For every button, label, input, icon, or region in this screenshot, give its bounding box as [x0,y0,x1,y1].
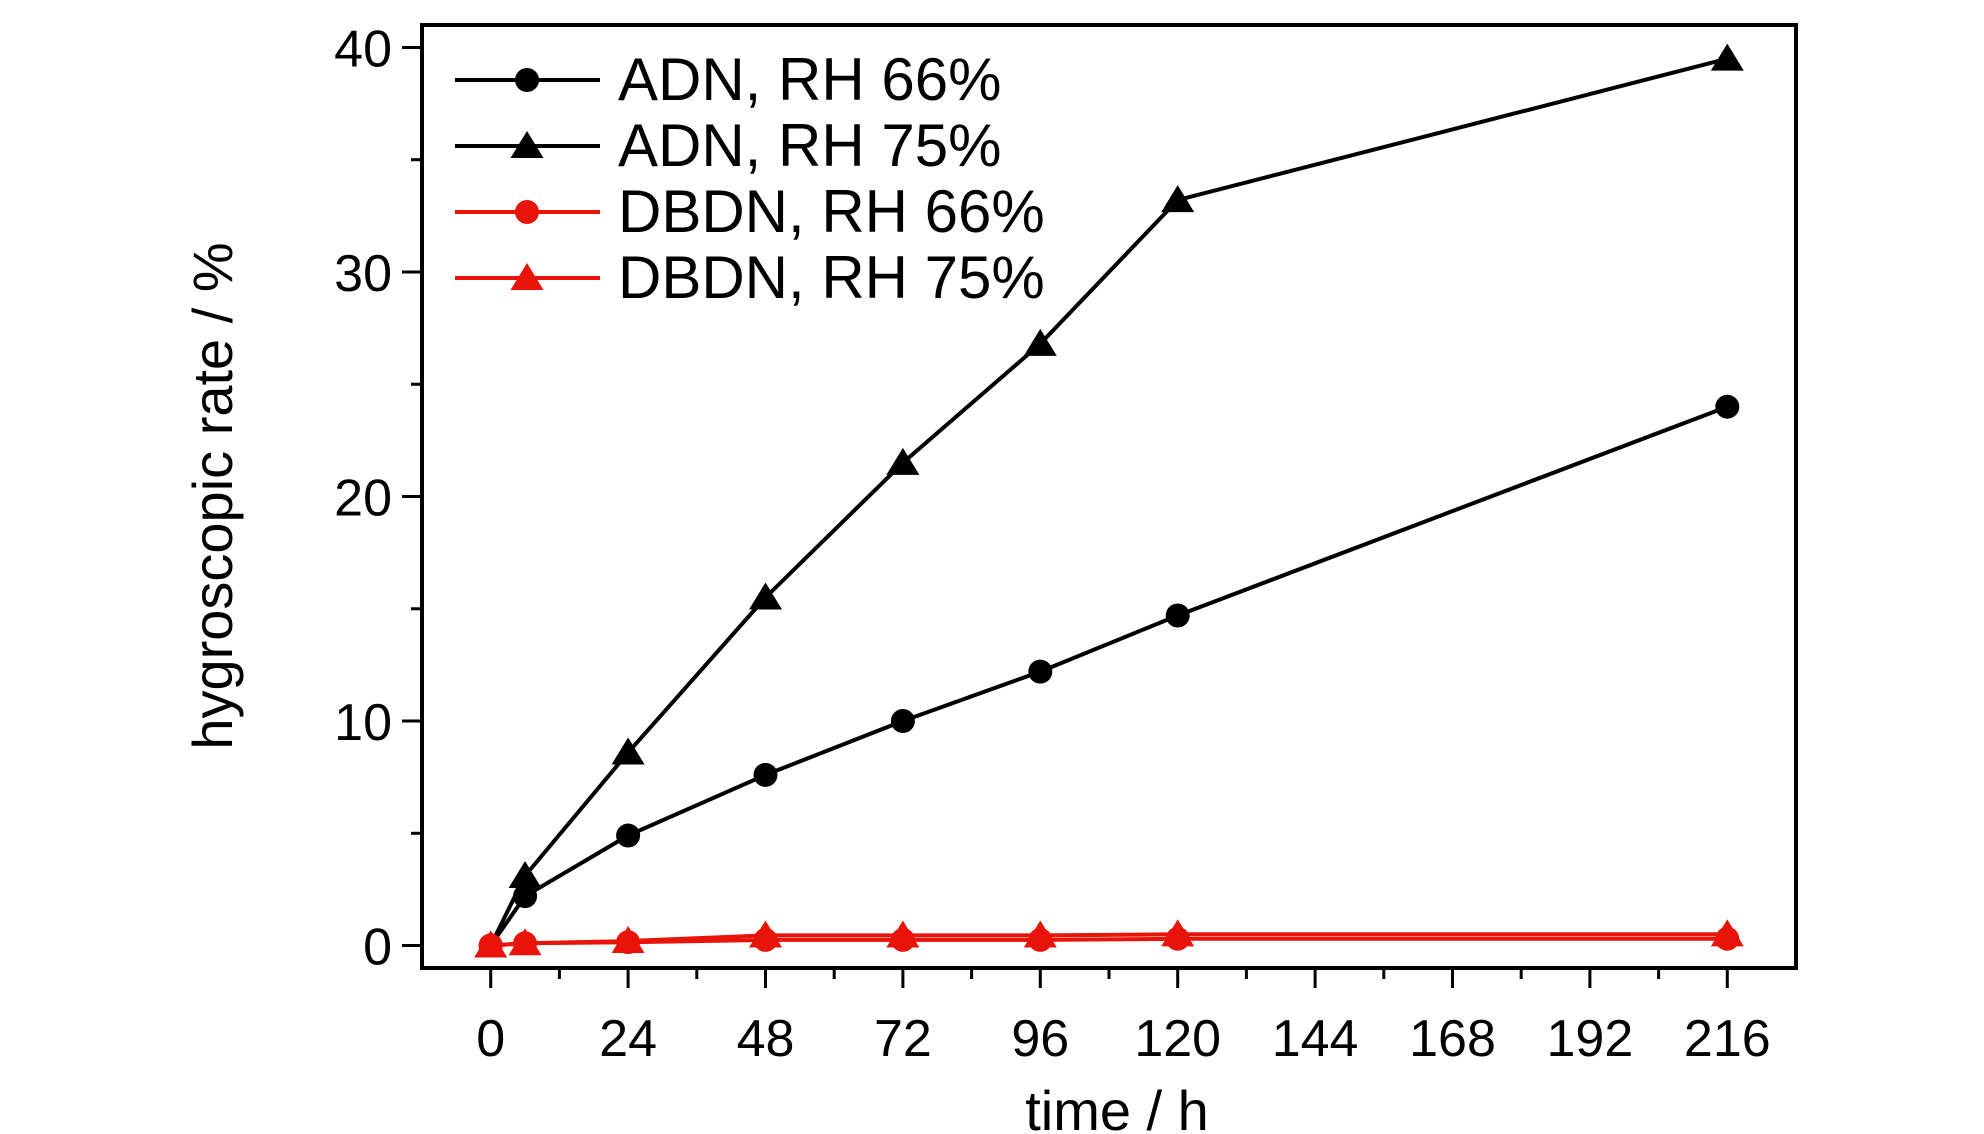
legend-item: ADN, RH 75% [455,112,1001,179]
x-tick-label: 96 [1011,1010,1069,1068]
series-layer [474,43,1744,958]
x-tick-label: 0 [476,1010,505,1068]
data-point [886,447,920,475]
data-point [508,860,542,888]
data-point [749,920,782,948]
x-tick-label: 48 [737,1010,795,1068]
data-point [1161,919,1195,947]
series-3 [474,919,1744,958]
legend: ADN, RH 66%ADN, RH 75%DBDN, RH 66%DBDN, … [455,46,1045,311]
legend-marker [515,200,539,224]
x-tick-label: 144 [1272,1010,1359,1068]
data-point [1710,43,1744,71]
data-point [1023,920,1057,948]
y-tick-label: 0 [363,919,392,977]
x-tick-label: 168 [1409,1010,1496,1068]
x-tick-label: 192 [1547,1010,1634,1068]
legend-label: ADN, RH 66% [618,46,1001,113]
legend-label: ADN, RH 75% [618,112,1001,179]
data-point [1710,919,1744,947]
series-line [489,404,1729,947]
data-point [508,928,542,956]
legend-item: DBDN, RH 75% [455,244,1045,311]
data-point [1028,659,1053,684]
legend-marker [510,131,544,158]
y-tick-label: 20 [334,470,392,528]
legend-marker [510,263,544,290]
data-point [611,926,645,954]
data-point [611,737,645,765]
series-line [488,56,1728,947]
legend-label: DBDN, RH 75% [618,244,1045,311]
data-point [1715,394,1740,419]
y-tick-label: 40 [334,20,392,78]
legend-marker [515,68,539,92]
legend-label: DBDN, RH 66% [618,178,1045,245]
data-point [749,582,782,610]
x-tick-label: 72 [874,1010,932,1068]
data-point [753,762,778,787]
series-line [490,932,1728,948]
data-point [1161,185,1195,213]
legend-item: DBDN, RH 66% [455,178,1045,245]
data-point [474,930,508,958]
y-tick-label: 30 [334,245,392,303]
x-tick-label: 24 [599,1010,657,1068]
data-point [1023,328,1057,356]
data-point [890,709,915,734]
x-tick-label: 120 [1134,1010,1221,1068]
data-point [616,823,641,848]
series-0 [478,394,1740,958]
x-tick-label: 216 [1684,1010,1771,1068]
series-2 [478,926,1740,958]
data-point [1165,603,1190,628]
y-axis: 0 10 20 30 40 [334,20,422,977]
x-axis: 0 24 48 72 96 120 144 168 192 216 [476,968,1771,1068]
data-point [886,920,920,948]
y-tick-label: 10 [334,694,392,752]
legend-item: ADN, RH 66% [455,46,1001,113]
y-axis-title: hygroscopic rate / % [181,242,244,749]
x-axis-title: time / h [1025,1079,1209,1134]
